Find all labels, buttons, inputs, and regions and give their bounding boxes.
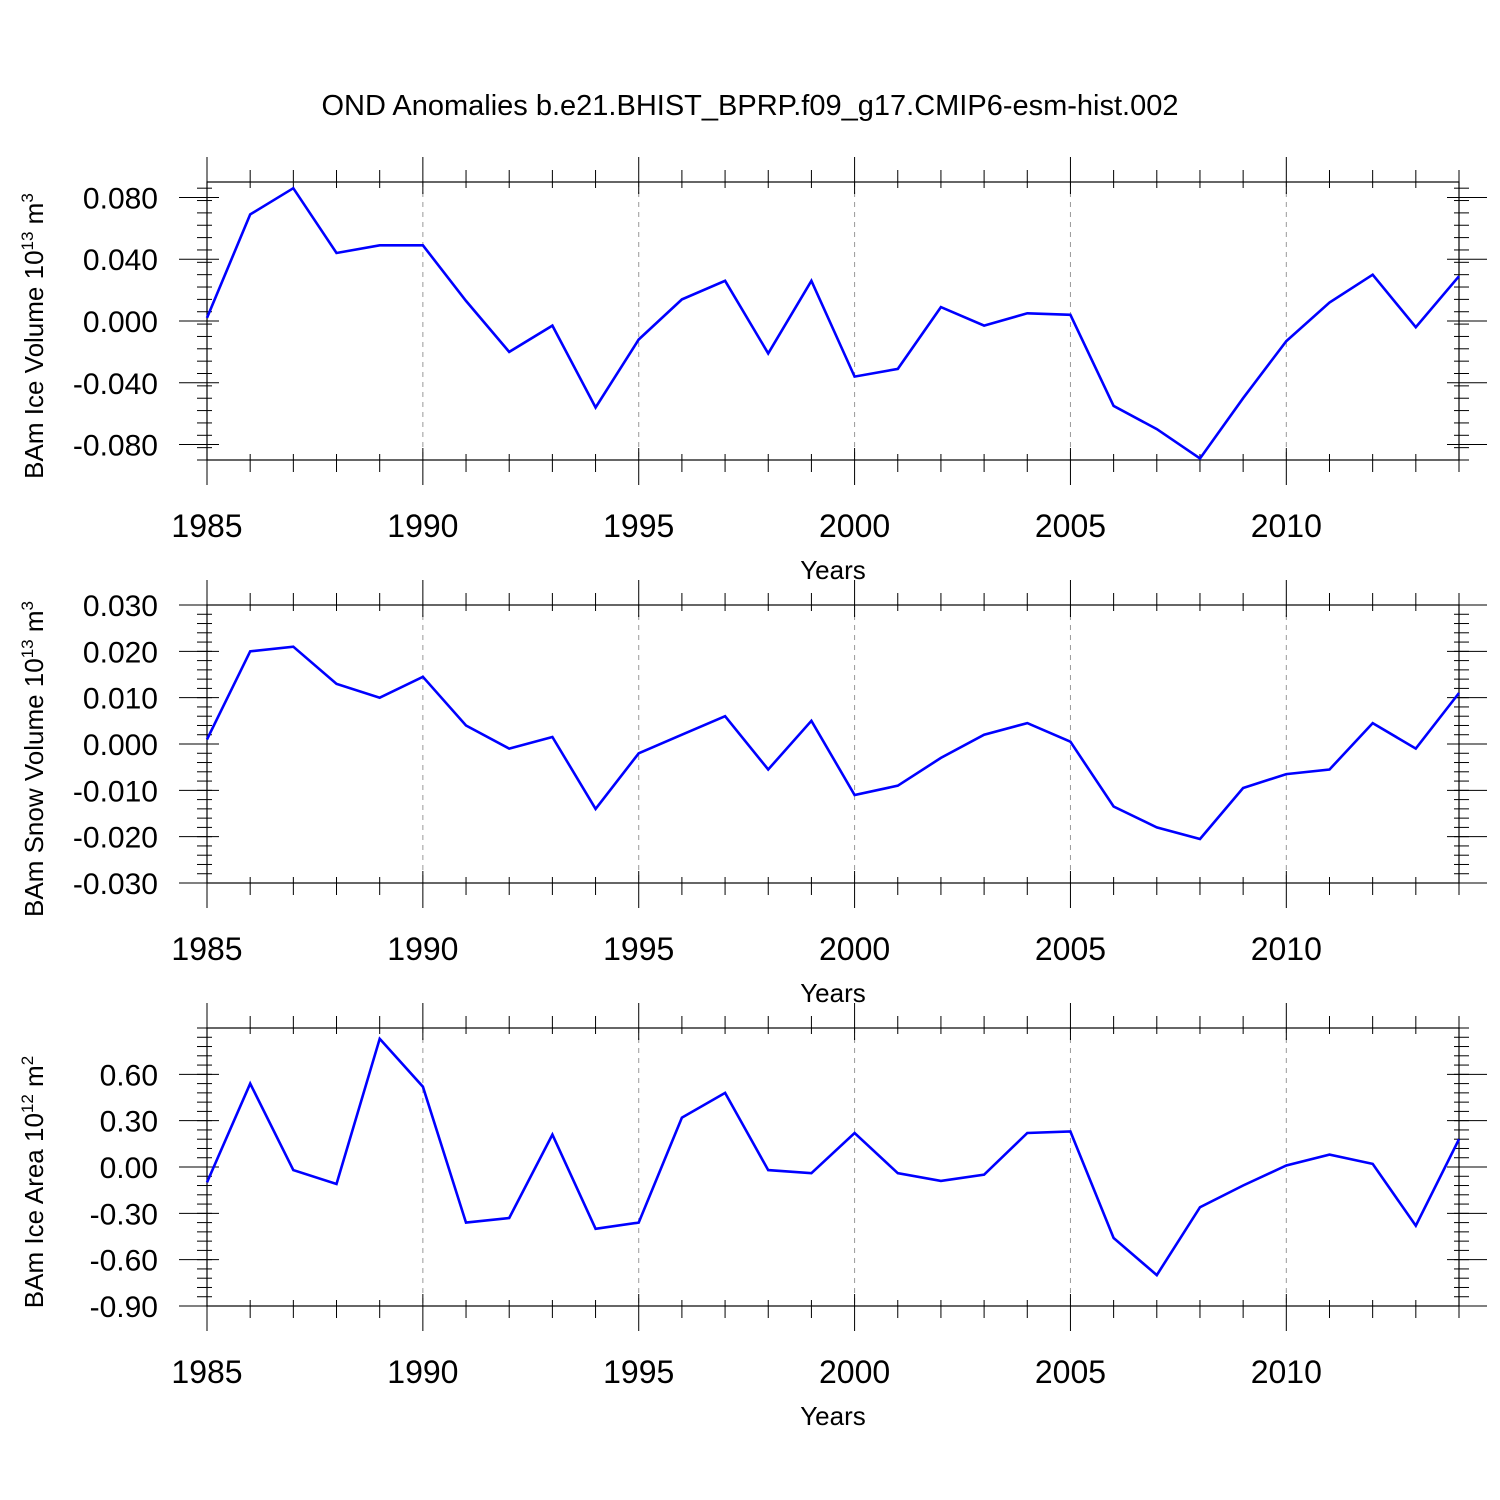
y-tick-label: 0.30 (100, 1106, 158, 1139)
series-line (205, 186, 1460, 461)
y-axis-label: BAm Snow Volume 1013 m3 (18, 601, 49, 917)
x-axis-label: Years (800, 1401, 866, 1431)
y-tick-label: -0.080 (73, 430, 158, 463)
x-tick-label: 1985 (171, 1354, 242, 1390)
x-tick-label: 1990 (387, 508, 458, 544)
x-tick-label: 2005 (1035, 1354, 1106, 1390)
y-tick-label: 0.010 (83, 683, 158, 716)
plot-frame (206, 181, 1460, 461)
x-tick-label: 2005 (1035, 931, 1106, 967)
x-axis-label: Years (800, 555, 866, 585)
x-tick-label: 1995 (603, 931, 674, 967)
x-tick-label: 1985 (171, 508, 242, 544)
x-tick-label: 2010 (1251, 1354, 1322, 1390)
x-tick-label: 2000 (819, 931, 890, 967)
x-tick-label: 2010 (1251, 508, 1322, 544)
x-tick-label: 2010 (1251, 931, 1322, 967)
y-axis-label: BAm Ice Volume 1013 m3 (18, 193, 49, 479)
y-tick-label: 0.020 (83, 636, 158, 669)
y-tick-label: 0.60 (100, 1059, 158, 1092)
y-tick-label: -0.010 (73, 775, 158, 808)
panel-ice-area: 0.60 0.30 0.00 -0.30 -0.60 -0.90 1985 1990 1995 2… (18, 1003, 1487, 1431)
y-tick-label: 0.030 (83, 590, 158, 623)
plot-frame (206, 604, 1460, 884)
series-line (205, 645, 1461, 841)
y-tick-label: -0.60 (90, 1245, 158, 1278)
panel-ice-volume: 0.080 0.040 0.000 -0.040 -0.080 1985 1990 1995 2… (18, 157, 1487, 585)
x-tick-label: 1995 (603, 1354, 674, 1390)
y-tick-label: 0.000 (83, 306, 158, 339)
x-tick-label: 1990 (387, 931, 458, 967)
y-tick-label: 0.00 (100, 1152, 158, 1185)
x-axis-label: Years (800, 978, 866, 1008)
y-tick-label: -0.020 (73, 822, 158, 855)
y-tick-label: -0.030 (73, 868, 158, 901)
x-tick-label: 1990 (387, 1354, 458, 1390)
series-line (205, 1036, 1461, 1278)
y-tick-label: 0.000 (83, 729, 158, 762)
panel-snow-volume: 0.030 0.020 0.010 0.000 -0.010 -0.020 -0.030 19… (18, 580, 1487, 1008)
x-tick-label: 1995 (603, 508, 674, 544)
plot-frame (206, 1027, 1460, 1307)
x-tick-label: 2000 (819, 1354, 890, 1390)
y-tick-label: -0.040 (73, 368, 158, 401)
page-title: OND Anomalies b.e21.BHIST_BPRP.f09_g17.C… (321, 90, 1179, 122)
y-axis-label: BAm Ice Area 1012 m2 (18, 1056, 49, 1308)
y-tick-label: 0.080 (83, 182, 158, 215)
y-tick-label: -0.90 (90, 1291, 158, 1324)
x-tick-label: 1985 (171, 931, 242, 967)
x-tick-label: 2005 (1035, 508, 1106, 544)
x-tick-label: 2000 (819, 508, 890, 544)
y-tick-label: 0.040 (83, 244, 158, 277)
y-tick-label: -0.30 (90, 1198, 158, 1231)
